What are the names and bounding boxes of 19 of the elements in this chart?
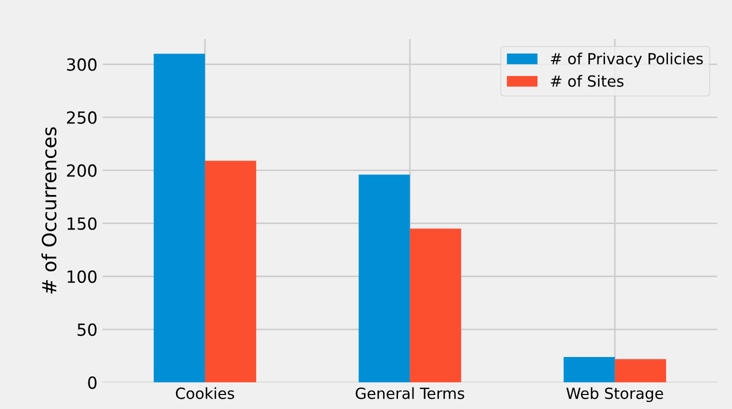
x-tick-label: Web Storage (566, 387, 664, 402)
bar (358, 174, 410, 382)
bar (410, 228, 462, 382)
y-tick-label: 250 (67, 111, 97, 124)
bar (564, 356, 615, 382)
y-tick-label: 50 (78, 323, 97, 336)
bar (154, 54, 205, 382)
bar (614, 359, 666, 382)
y-tick-label: 0 (88, 376, 97, 389)
x-tick-label: General Terms (356, 387, 464, 400)
y-tick-label: 100 (68, 270, 97, 283)
legend-label: # of Sites (550, 75, 624, 87)
y-tick-label: 150 (68, 217, 97, 230)
x-tick-label: Cookies (176, 387, 234, 400)
bar (204, 160, 256, 382)
y-axis-title: # of Occurrences (41, 127, 56, 294)
y-tick-label: 200 (67, 164, 97, 177)
legend-label: # of Privacy Policies (550, 52, 703, 68)
y-tick-label: 300 (67, 58, 97, 71)
